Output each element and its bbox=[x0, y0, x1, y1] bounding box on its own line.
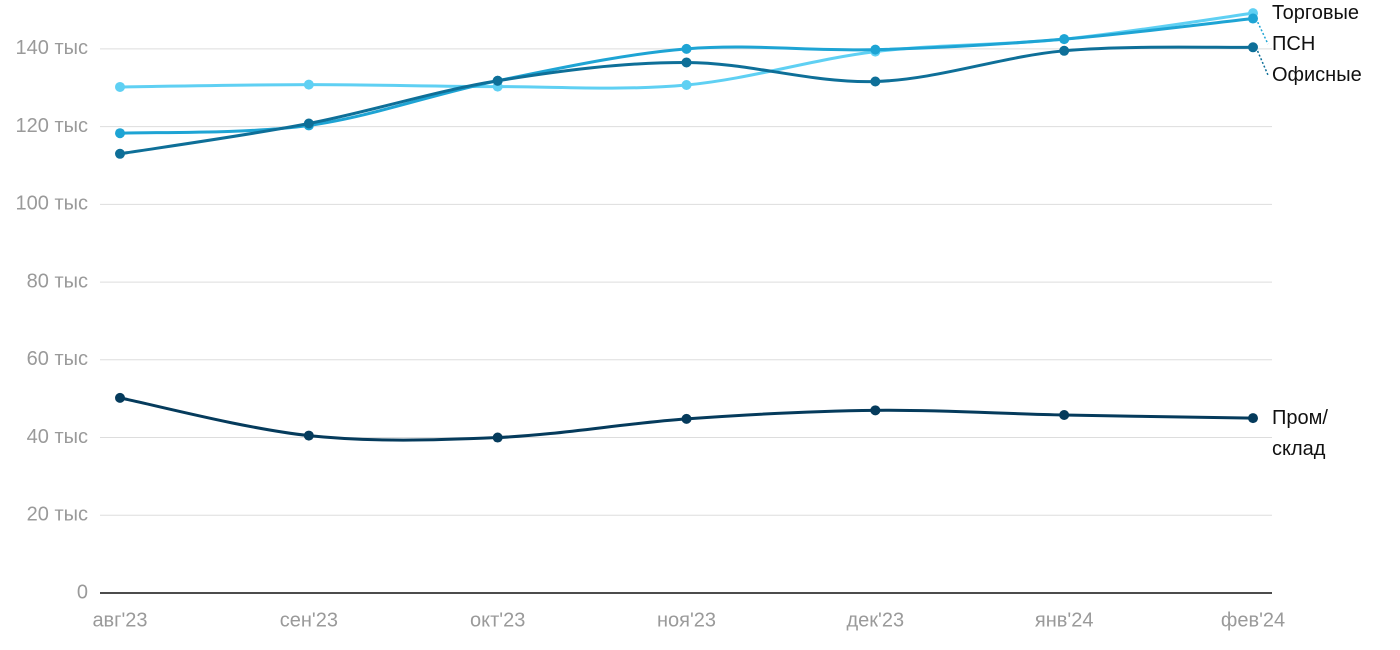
point bbox=[492, 75, 503, 86]
y-tick-label: 140 тыс bbox=[16, 37, 88, 59]
y-tick-label: 20 тыс bbox=[27, 504, 88, 526]
point bbox=[115, 128, 125, 139]
legend-label: Офисные bbox=[1272, 64, 1362, 87]
label-connector bbox=[1255, 47, 1269, 76]
y-tick-label: 80 тыс bbox=[27, 270, 88, 292]
point bbox=[681, 43, 692, 54]
point bbox=[115, 81, 125, 92]
point bbox=[1059, 34, 1070, 45]
legend-label: Торговые bbox=[1272, 2, 1360, 25]
point bbox=[115, 392, 125, 403]
point bbox=[870, 405, 881, 416]
x-tick-label: авг'23 bbox=[92, 609, 147, 631]
y-tick-label: 60 тыс bbox=[27, 348, 88, 370]
x-tick-label: фев'24 bbox=[1221, 609, 1285, 631]
legend-label: Пром/ склад bbox=[1272, 407, 1328, 461]
x-tick-label: окт'23 bbox=[470, 609, 525, 631]
point bbox=[681, 57, 692, 68]
point bbox=[115, 148, 125, 159]
legend-label: ПСН bbox=[1272, 33, 1316, 56]
point bbox=[492, 432, 503, 443]
point bbox=[681, 413, 692, 424]
y-tick-label: 0 bbox=[77, 581, 88, 603]
point bbox=[1059, 409, 1070, 420]
point bbox=[303, 79, 314, 90]
x-tick-label: янв'24 bbox=[1035, 609, 1094, 631]
point bbox=[303, 430, 314, 441]
y-tick-label: 40 тыс bbox=[27, 426, 88, 448]
y-tick-label: 100 тыс bbox=[16, 193, 88, 215]
x-tick-label: ноя'23 bbox=[657, 609, 716, 631]
x-tick-label: дек'23 bbox=[847, 609, 905, 631]
point bbox=[303, 118, 314, 129]
x-tick-label: сен'23 bbox=[280, 609, 338, 631]
point bbox=[870, 76, 881, 87]
point bbox=[1248, 413, 1258, 424]
point bbox=[870, 44, 881, 55]
point bbox=[1248, 13, 1258, 24]
point bbox=[681, 80, 692, 91]
label-connector bbox=[1255, 18, 1269, 45]
point bbox=[1059, 45, 1070, 56]
y-tick-label: 120 тыс bbox=[16, 115, 88, 137]
point bbox=[1248, 42, 1258, 53]
